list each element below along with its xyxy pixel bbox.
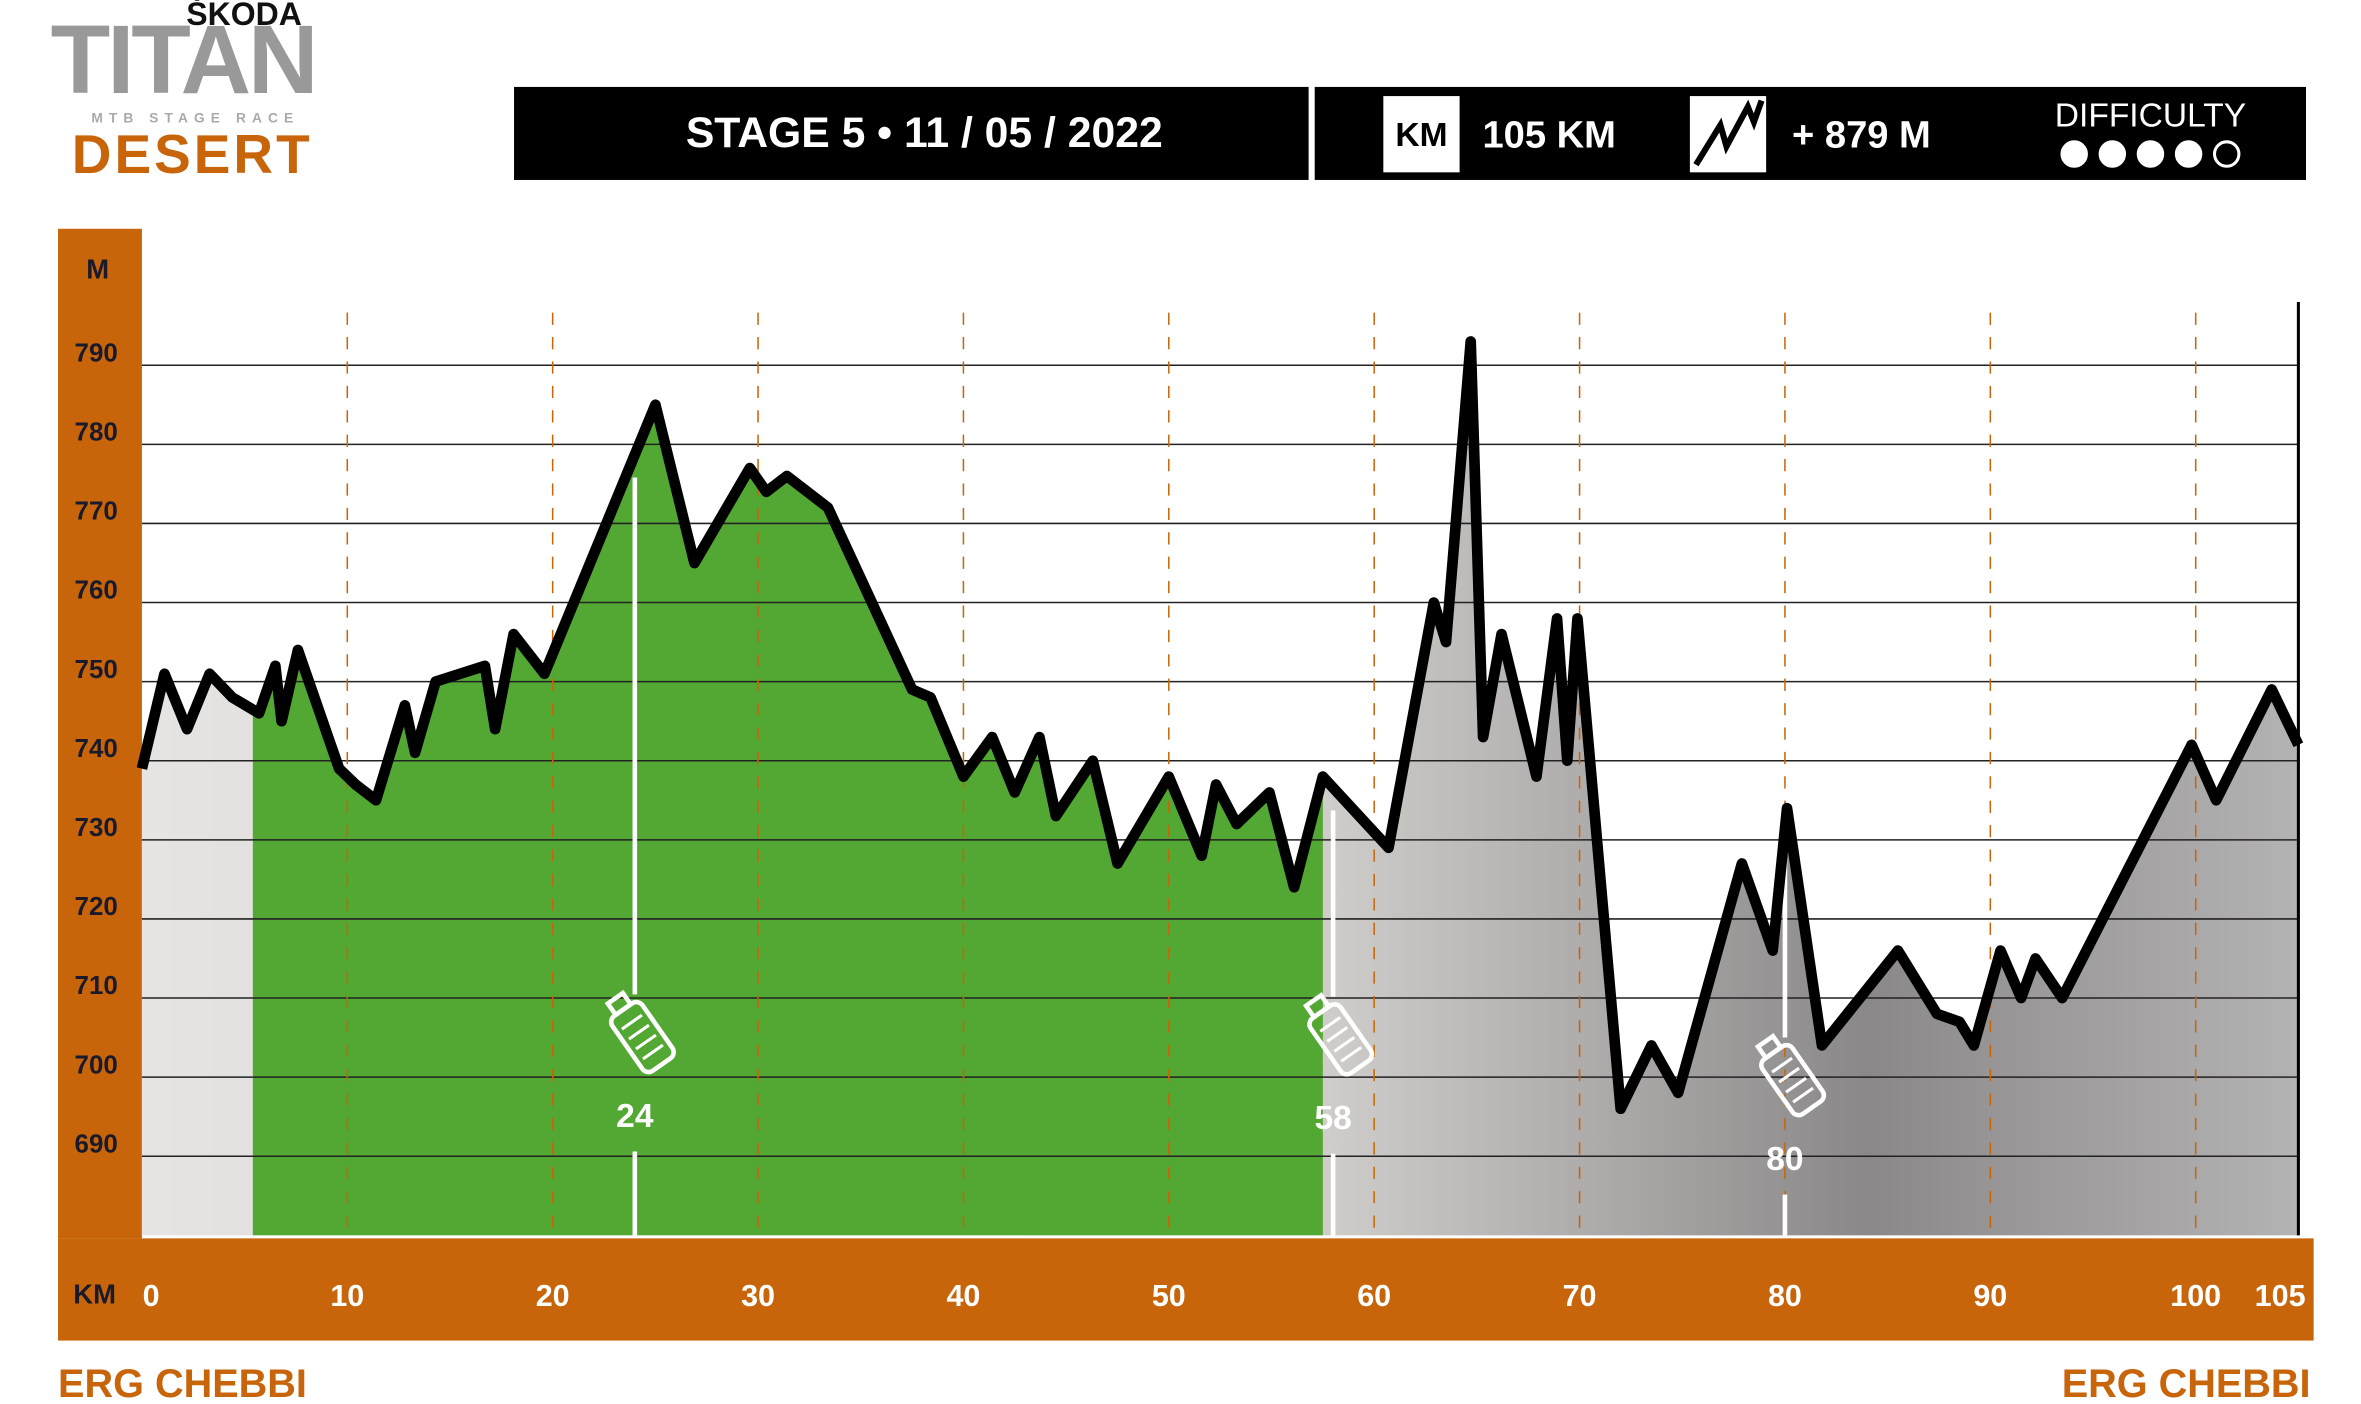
y-tick-label: 730 bbox=[75, 814, 118, 842]
bottle-cap bbox=[1302, 992, 1333, 1021]
edition: DESERT bbox=[72, 123, 313, 185]
bottle-rib bbox=[1326, 1026, 1349, 1043]
difficulty-dot bbox=[2060, 140, 2088, 168]
y-tick-label: 720 bbox=[75, 893, 118, 921]
x-tick-label: 20 bbox=[536, 1279, 570, 1313]
climb-icon-line bbox=[1693, 99, 1765, 167]
difficulty-dot bbox=[2174, 140, 2203, 168]
elevation-gain: + 879 M bbox=[1792, 113, 1931, 156]
x-tick-label: 30 bbox=[741, 1279, 775, 1313]
feed-zone-label: 24 bbox=[616, 1098, 654, 1135]
difficulty-dots bbox=[2060, 140, 2241, 168]
bottle-cap bbox=[1754, 1033, 1785, 1062]
highlight-area bbox=[252, 404, 1323, 1236]
bottle-icon bbox=[1302, 992, 1375, 1077]
bottle-rib bbox=[1319, 1016, 1342, 1033]
bottle-rib bbox=[1778, 1066, 1800, 1084]
y-tick-label: 780 bbox=[75, 419, 118, 447]
x-tick-label: 80 bbox=[1768, 1279, 1802, 1313]
y-tick-label: 740 bbox=[75, 735, 118, 763]
bottle-rib bbox=[621, 1013, 643, 1031]
difficulty-dot bbox=[2212, 140, 2241, 168]
feed-zone-label: 58 bbox=[1314, 1100, 1351, 1137]
bottle-rib bbox=[1785, 1076, 1807, 1094]
bottle-rib bbox=[1340, 1046, 1363, 1063]
plot: 690 700 710 720 730 740 750 760 770 780 790 0 10 20 30… bbox=[75, 301, 2306, 1313]
profile-line bbox=[136, 336, 2304, 1115]
x-tick-label: 105 bbox=[2255, 1279, 2306, 1313]
info-box bbox=[1314, 86, 2307, 180]
x-tick-label: 70 bbox=[1563, 1279, 1597, 1313]
brand-name: TITAN bbox=[51, 5, 316, 114]
x-tick-label: 90 bbox=[1973, 1279, 2007, 1313]
y-tick-label: 770 bbox=[75, 498, 118, 526]
tagline: MTB STAGE RACE bbox=[91, 111, 299, 126]
difficulty-dot bbox=[2136, 140, 2165, 168]
y-axis-band bbox=[58, 228, 142, 1239]
y-tick-label: 760 bbox=[75, 577, 118, 605]
y-tick-label: 710 bbox=[75, 972, 118, 1000]
feed-zone-label: 80 bbox=[1766, 1141, 1803, 1178]
bottle-rib bbox=[1792, 1086, 1814, 1104]
bottle-icon bbox=[604, 989, 676, 1075]
bottle-rib bbox=[1333, 1036, 1356, 1053]
x-tick-label: 60 bbox=[1357, 1279, 1391, 1313]
stage-box bbox=[514, 86, 1309, 180]
bottle-rib bbox=[642, 1043, 664, 1061]
x-tick-label: 10 bbox=[330, 1279, 364, 1313]
start-label: ERG CHEBBI bbox=[58, 1362, 307, 1404]
x-tick-label: 100 bbox=[2170, 1279, 2221, 1313]
x-tick-label: 0 bbox=[143, 1279, 160, 1313]
y-tick-label: 750 bbox=[75, 656, 118, 684]
bottle-rib bbox=[628, 1023, 650, 1041]
km-icon-text: KM bbox=[1395, 117, 1447, 154]
x-tick-label: 40 bbox=[946, 1279, 980, 1313]
end-label: ERG CHEBBI bbox=[2062, 1362, 2311, 1404]
bottle-icon bbox=[1754, 1033, 1827, 1118]
x-tick-label: 50 bbox=[1152, 1279, 1186, 1313]
y-tick-label: 690 bbox=[75, 1130, 118, 1158]
km-icon bbox=[1383, 96, 1460, 173]
x-axis-label: KM bbox=[73, 1279, 116, 1310]
stage: STAGE 5 • 11 / 05 / 2022 bbox=[686, 109, 1163, 157]
y-tick-label: 790 bbox=[75, 339, 118, 367]
y-tick-label: 700 bbox=[75, 1051, 118, 1079]
difficulty-dot bbox=[2098, 140, 2127, 168]
sponsor: ŠKODA bbox=[186, 0, 302, 32]
y-axis-label: M bbox=[86, 254, 109, 285]
distance: 105 KM bbox=[1482, 113, 1615, 156]
bottle-rib bbox=[1771, 1056, 1793, 1074]
x-axis-band bbox=[58, 1238, 2314, 1341]
bottle-rib bbox=[635, 1033, 657, 1051]
bottle-cap bbox=[604, 989, 634, 1019]
difficulty-label: DIFFICULTY bbox=[2055, 97, 2246, 134]
